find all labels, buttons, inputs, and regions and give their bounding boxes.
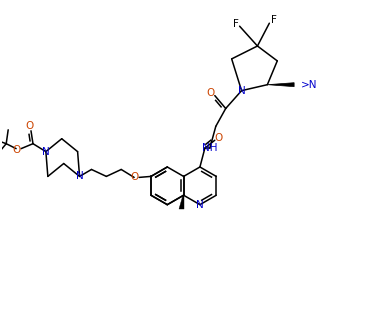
Polygon shape <box>179 195 184 209</box>
Text: F: F <box>233 19 239 29</box>
Text: N: N <box>238 86 246 96</box>
Text: O: O <box>207 88 215 98</box>
Text: N: N <box>42 147 50 157</box>
Text: O: O <box>25 121 33 131</box>
Text: >N: >N <box>301 80 318 90</box>
Text: O: O <box>130 172 138 182</box>
Text: O: O <box>12 145 20 155</box>
Text: O: O <box>214 133 223 143</box>
Polygon shape <box>267 83 294 87</box>
Text: NH: NH <box>202 143 218 153</box>
Text: F: F <box>272 15 277 25</box>
Text: N: N <box>196 200 204 210</box>
Text: N: N <box>76 171 83 181</box>
